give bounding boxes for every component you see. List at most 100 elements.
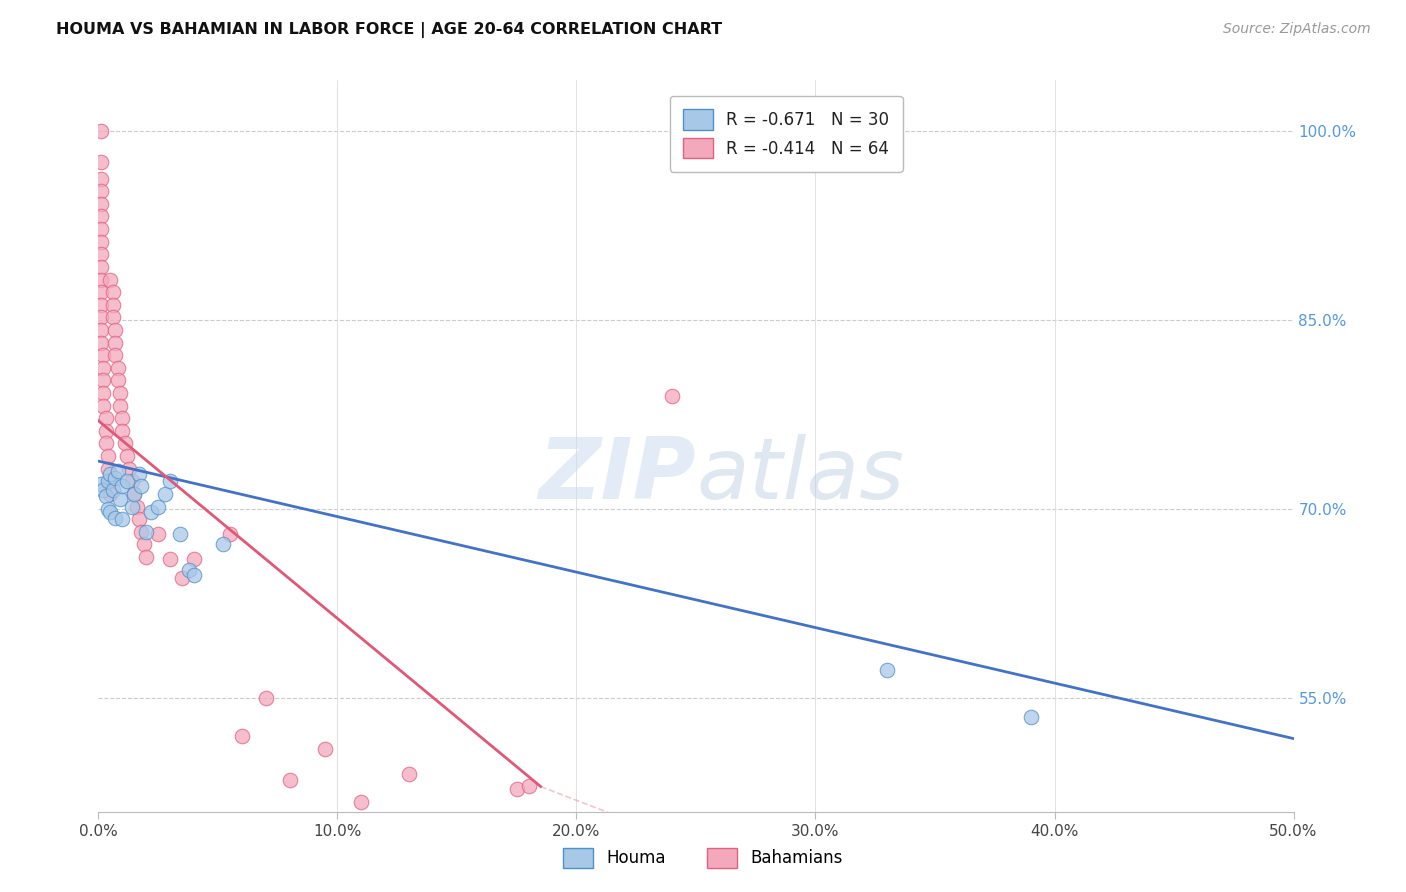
Point [111,479,134,493]
Point [101,298,124,312]
Point [90,210,112,224]
Point [97,502,120,516]
Point [90,260,112,274]
Point [90,247,112,261]
Point [124,487,146,501]
Point [91,386,114,401]
Point [114,436,136,450]
Point [108,386,131,401]
Point [661,388,683,402]
Point [90,184,112,198]
Point [101,483,124,497]
Point [90,298,112,312]
Point [107,464,129,478]
Point [278,773,301,788]
Point [121,500,143,514]
Point [98,487,122,501]
Point [90,222,112,236]
Point [97,461,120,475]
Point [101,285,124,300]
Point [159,475,181,489]
Point [97,449,120,463]
Point [128,512,150,526]
Point [98,467,122,481]
Point [139,505,162,519]
Legend: Houma, Bahamians: Houma, Bahamians [557,841,849,875]
Point [91,483,114,497]
Point [115,475,138,489]
Point [131,524,153,539]
Point [155,487,177,501]
Point [94,411,117,425]
Point [98,505,122,519]
Point [111,424,134,438]
Point [91,399,114,413]
Point [98,272,122,286]
Point [132,537,155,551]
Point [128,467,150,481]
Point [111,512,134,526]
Point [115,449,138,463]
Point [169,527,191,541]
Point [506,782,529,797]
Point [90,335,112,350]
Point [172,571,194,585]
Point [104,470,127,484]
Legend: R = -0.671   N = 30, R = -0.414   N = 64: R = -0.671 N = 30, R = -0.414 N = 64 [669,96,903,171]
Point [135,524,157,539]
Point [159,552,181,566]
Point [101,310,124,325]
Point [231,729,253,743]
Point [98,475,122,489]
Text: HOUMA VS BAHAMIAN IN LABOR FORCE | AGE 20-64 CORRELATION CHART: HOUMA VS BAHAMIAN IN LABOR FORCE | AGE 2… [56,22,723,38]
Point [90,285,112,300]
Point [94,436,117,450]
Point [179,563,201,577]
Point [90,155,112,169]
Point [148,527,170,541]
Point [90,124,112,138]
Text: atlas: atlas [696,434,904,516]
Point [104,323,127,337]
Point [219,527,242,541]
Point [183,567,205,582]
Point [91,348,114,362]
Point [108,399,131,413]
Text: ZIP: ZIP [538,434,696,516]
Point [125,500,148,514]
Point [90,310,112,325]
Point [254,691,277,706]
Point [876,664,898,678]
Point [211,537,233,551]
Point [148,500,170,514]
Point [90,235,112,249]
Point [1019,710,1042,724]
Point [121,475,143,489]
Point [104,348,127,362]
Text: Source: ZipAtlas.com: Source: ZipAtlas.com [1223,22,1371,37]
Point [107,360,129,375]
Point [90,171,112,186]
Point [315,741,337,756]
Point [398,767,420,781]
Point [90,272,112,286]
Point [350,795,373,809]
Point [94,490,117,504]
Point [91,360,114,375]
Point [517,780,540,794]
Point [135,549,157,564]
Point [104,511,127,525]
Point [183,552,205,566]
Point [90,476,112,491]
Point [94,424,117,438]
Point [131,479,153,493]
Point [108,491,131,506]
Point [111,411,134,425]
Point [118,461,141,475]
Point [90,323,112,337]
Point [104,335,127,350]
Point [97,475,120,489]
Point [90,197,112,211]
Point [124,487,146,501]
Point [107,373,129,387]
